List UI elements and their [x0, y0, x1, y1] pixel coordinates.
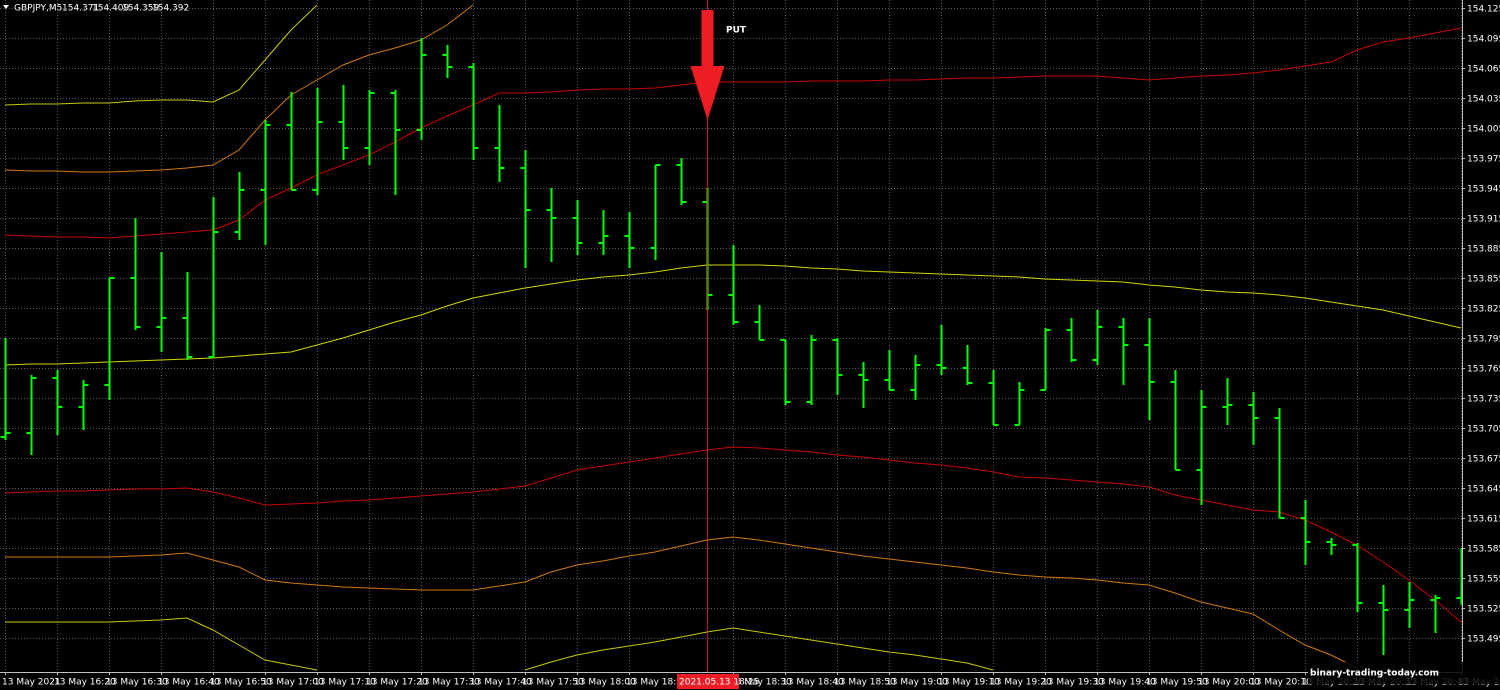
- quote-value: 154.409: [92, 4, 129, 14]
- y-tick-label: 153.525: [1467, 605, 1500, 615]
- band-line: [5, 617, 318, 671]
- x-tick-label: 13 May 18:30: [730, 678, 792, 688]
- y-tick-label: 153.945: [1467, 185, 1500, 195]
- x-tick-label: 13 May 16:30: [106, 678, 168, 688]
- band-line: [524, 627, 994, 671]
- x-tick-label: 13 May 18:10: [626, 678, 688, 688]
- x-tick-label: 13 May 20:10: [1250, 678, 1312, 688]
- x-tick-label: 13 May 19:10: [938, 678, 1000, 688]
- price-axis-bg: [1462, 0, 1500, 690]
- band-line: [5, 536, 1358, 669]
- y-tick-label: 153.585: [1467, 545, 1500, 555]
- quote-value: 154.371: [62, 4, 99, 14]
- y-tick-label: 154.095: [1467, 35, 1500, 45]
- signal-text: PUT: [726, 26, 747, 36]
- x-tick-label: 13 May 17:00: [262, 678, 324, 688]
- y-tick-label: 153.825: [1467, 305, 1500, 315]
- watermark: binary-trading-today.com: [1310, 669, 1439, 679]
- x-tick-label: 13 May 16:20: [54, 678, 116, 688]
- y-tick-label: 153.495: [1467, 635, 1500, 645]
- y-tick-label: 153.855: [1467, 275, 1500, 285]
- quote-value: 154.392: [152, 4, 189, 14]
- y-tick-label: 154.065: [1467, 65, 1500, 75]
- quote-value: 154.359: [122, 4, 159, 14]
- y-tick-label: 154.035: [1467, 95, 1500, 105]
- x-tick-label: 13 May 17:20: [366, 678, 428, 688]
- y-tick-label: 154.125: [1467, 5, 1500, 15]
- x-tick-label: 13 May 17:10: [314, 678, 376, 688]
- y-tick-label: 153.645: [1467, 485, 1500, 495]
- y-tick-label: 153.975: [1467, 155, 1500, 165]
- y-tick-label: 153.705: [1467, 425, 1500, 435]
- signal-time: 2021.05.13 18:25: [679, 678, 759, 688]
- y-tick-label: 153.795: [1467, 335, 1500, 345]
- band-line: [4, 4, 474, 173]
- x-tick-label: 13 May 19:00: [886, 678, 948, 688]
- x-tick-label: 13 May 20:00: [1198, 678, 1260, 688]
- x-tick-label: 13 May 17:30: [418, 678, 480, 688]
- symbol: GBPJPY,M5: [14, 4, 62, 14]
- x-tick-label: 13 May 16:50: [210, 678, 272, 688]
- band-line: [4, 4, 318, 106]
- y-tick-label: 153.735: [1467, 395, 1500, 405]
- band-line: [4, 27, 1462, 239]
- y-tick-label: 153.885: [1467, 245, 1500, 255]
- x-tick-label: 13 May 18:40: [782, 678, 844, 688]
- band-line: [4, 446, 1462, 623]
- bands: [4, 4, 1462, 671]
- menu-triangle: [3, 5, 9, 9]
- y-tick-label: 153.675: [1467, 455, 1500, 465]
- signal-arrow: [690, 10, 725, 120]
- watermark-bg: [1308, 662, 1500, 684]
- x-tick-label: 13 May 19:40: [1094, 678, 1156, 688]
- y-tick-label: 153.915: [1467, 215, 1500, 225]
- x-tick-label: 13 May 17:50: [522, 678, 584, 688]
- y-tick-label: 153.555: [1467, 575, 1500, 585]
- x-tick-label: 13 May 18:00: [574, 678, 636, 688]
- x-tick-label: 13 May 17:40: [470, 678, 532, 688]
- y-tick-label: 153.765: [1467, 365, 1500, 375]
- y-tick-label: 154.005: [1467, 125, 1500, 135]
- y-tick-label: 153.615: [1467, 515, 1500, 525]
- x-tick-label: 13 May 19:30: [1042, 678, 1104, 688]
- x-tick-label: 13 May 2021: [2, 678, 61, 688]
- x-tick-label: 13 May 18:50: [834, 678, 896, 688]
- grid: [0, 0, 1462, 672]
- signal-time-bg: [677, 674, 739, 689]
- x-tick-label: 13 May 19:50: [1146, 678, 1208, 688]
- x-tick-label: 13 May 16:40: [158, 678, 220, 688]
- x-tick-label: 13 May 19:20: [990, 678, 1052, 688]
